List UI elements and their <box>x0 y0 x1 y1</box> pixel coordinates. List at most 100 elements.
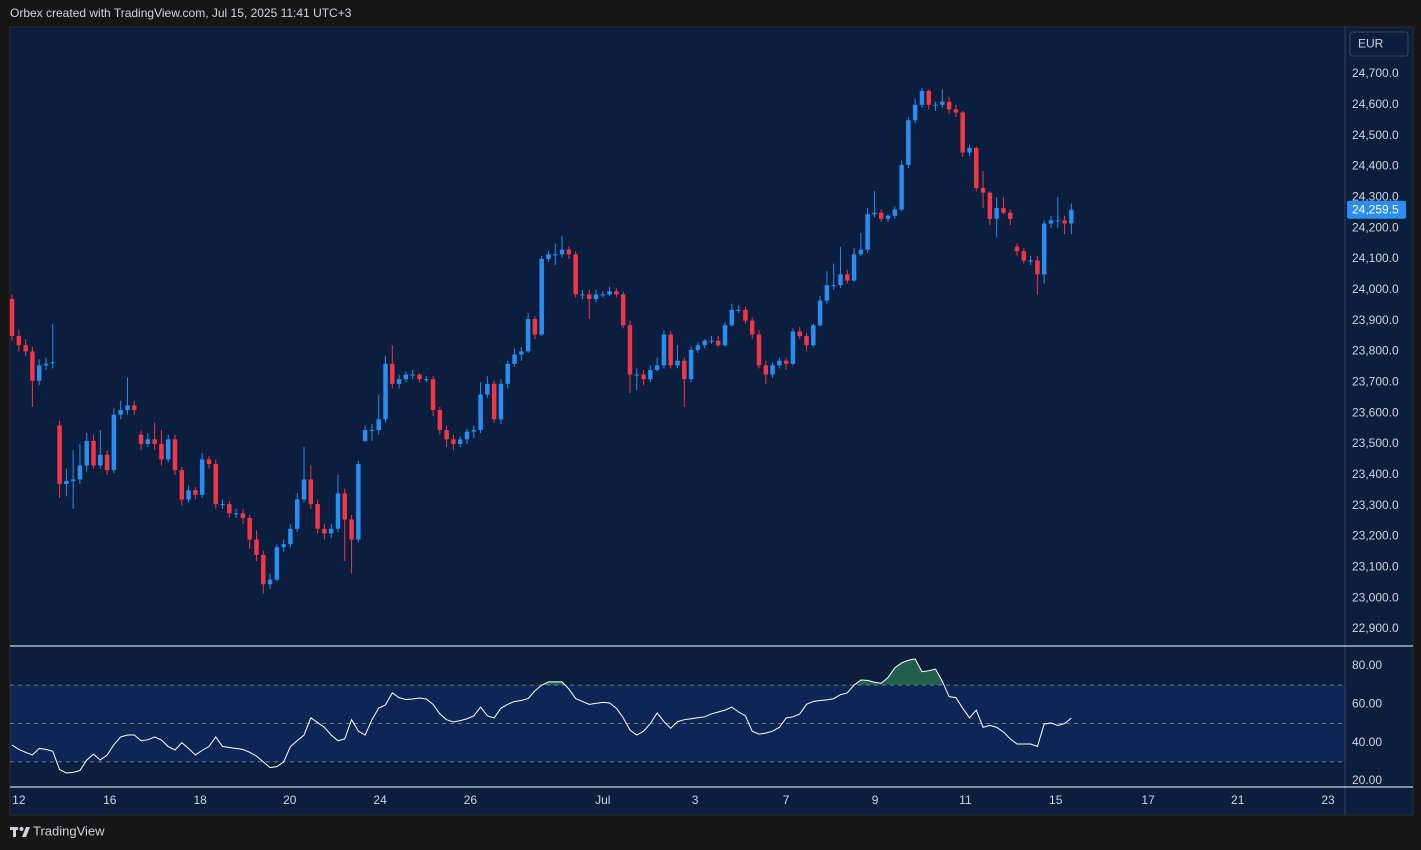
x-tick-label: 9 <box>872 793 879 807</box>
candle-body <box>790 331 796 364</box>
candle-body <box>199 459 205 495</box>
x-tick-label: 26 <box>464 793 478 807</box>
candle-body <box>125 405 130 411</box>
candle-body <box>213 464 218 505</box>
y-tick-label: 23,000.0 <box>1352 590 1399 604</box>
x-tick-label: 16 <box>103 793 117 807</box>
candle-body <box>885 215 891 219</box>
x-tick-label: 3 <box>692 793 699 807</box>
candle-body <box>64 480 69 485</box>
candle-body <box>872 212 877 215</box>
x-tick-label: 18 <box>193 793 207 807</box>
candle-body <box>838 274 843 286</box>
candle-body <box>559 249 565 255</box>
candle-body <box>661 334 667 366</box>
candle-body <box>152 439 157 444</box>
candle-body <box>729 309 735 326</box>
currency-button[interactable] <box>1349 31 1409 57</box>
candle-body <box>132 405 137 411</box>
candle-body <box>138 434 144 444</box>
candle-body <box>648 369 653 380</box>
candle-body <box>36 365 42 381</box>
candle-body <box>1062 220 1067 224</box>
y-tick-label: 23,900.0 <box>1352 313 1399 327</box>
candle-body <box>23 345 28 352</box>
x-tick-label: 15 <box>1049 793 1063 807</box>
x-tick-label: 12 <box>12 793 26 807</box>
candle-body <box>118 410 123 415</box>
candle-body <box>532 319 538 335</box>
candle-body <box>1007 212 1013 219</box>
candle-body <box>906 120 911 165</box>
candle-body <box>410 374 415 376</box>
candle-body <box>654 365 660 370</box>
candle-body <box>634 374 639 376</box>
candle-body <box>430 379 436 411</box>
candle-body <box>960 112 965 153</box>
candle-body <box>953 109 959 113</box>
x-tick-label: 23 <box>1321 793 1335 807</box>
y-tick-label: 60.00 <box>1352 697 1382 711</box>
candle-body <box>1021 251 1027 261</box>
x-tick-label: 21 <box>1231 793 1245 807</box>
candle-body <box>356 464 361 540</box>
candle-body <box>50 362 56 364</box>
candle-body <box>261 554 266 585</box>
candle-body <box>220 504 225 506</box>
candle-body <box>57 425 62 485</box>
candle-body <box>491 383 497 420</box>
candle-body <box>851 254 857 281</box>
candle-body <box>193 490 198 495</box>
candle-body <box>878 212 884 219</box>
y-tick-label: 23,200.0 <box>1352 529 1399 543</box>
candle-body <box>308 479 314 505</box>
candle-body <box>967 147 972 153</box>
last-price-label: 24,259.5 <box>1352 202 1399 216</box>
candle-body <box>519 351 524 355</box>
candle-body <box>1055 220 1061 222</box>
candle-body <box>322 528 327 534</box>
candle-body <box>179 470 185 500</box>
candle-body <box>301 479 307 500</box>
candle-body <box>783 360 789 364</box>
candle-body <box>77 465 83 480</box>
candle-body <box>1041 223 1047 275</box>
candle-body <box>926 90 931 105</box>
candle-body <box>546 254 551 259</box>
candle-body <box>580 294 585 296</box>
candle-body <box>437 410 443 431</box>
candle-body <box>98 454 103 466</box>
candle-body <box>586 294 592 300</box>
chart-frame <box>9 26 1414 816</box>
logo <box>10 827 30 837</box>
candle-body <box>716 340 721 346</box>
y-tick-label: 80.00 <box>1352 658 1382 672</box>
rsi-line <box>11 658 1072 774</box>
candle-body <box>186 490 191 500</box>
candle-body <box>627 325 633 375</box>
candle-body <box>315 504 320 529</box>
candle-body <box>695 345 701 350</box>
y-tick-label: 24,500.0 <box>1352 128 1399 142</box>
candle-body <box>1028 260 1033 262</box>
candle-body <box>566 249 572 255</box>
candle-body <box>376 419 381 431</box>
candle-body <box>111 414 117 471</box>
candle-body <box>607 291 612 295</box>
candle-body <box>709 340 714 342</box>
candle-body <box>1069 209 1074 224</box>
candle-body <box>457 439 463 444</box>
candle-body <box>593 294 599 300</box>
candle-body <box>539 258 544 335</box>
candle-body <box>478 394 483 431</box>
x-tick-label: 11 <box>959 793 972 807</box>
candle-body <box>247 517 252 540</box>
candle-body <box>845 274 850 281</box>
y-tick-label: 23,300.0 <box>1352 498 1399 512</box>
y-tick-label: 23,500.0 <box>1352 436 1399 450</box>
candle-body <box>417 374 422 380</box>
candle-body <box>899 164 904 210</box>
candle-body <box>369 430 375 432</box>
candle-body <box>994 208 999 219</box>
